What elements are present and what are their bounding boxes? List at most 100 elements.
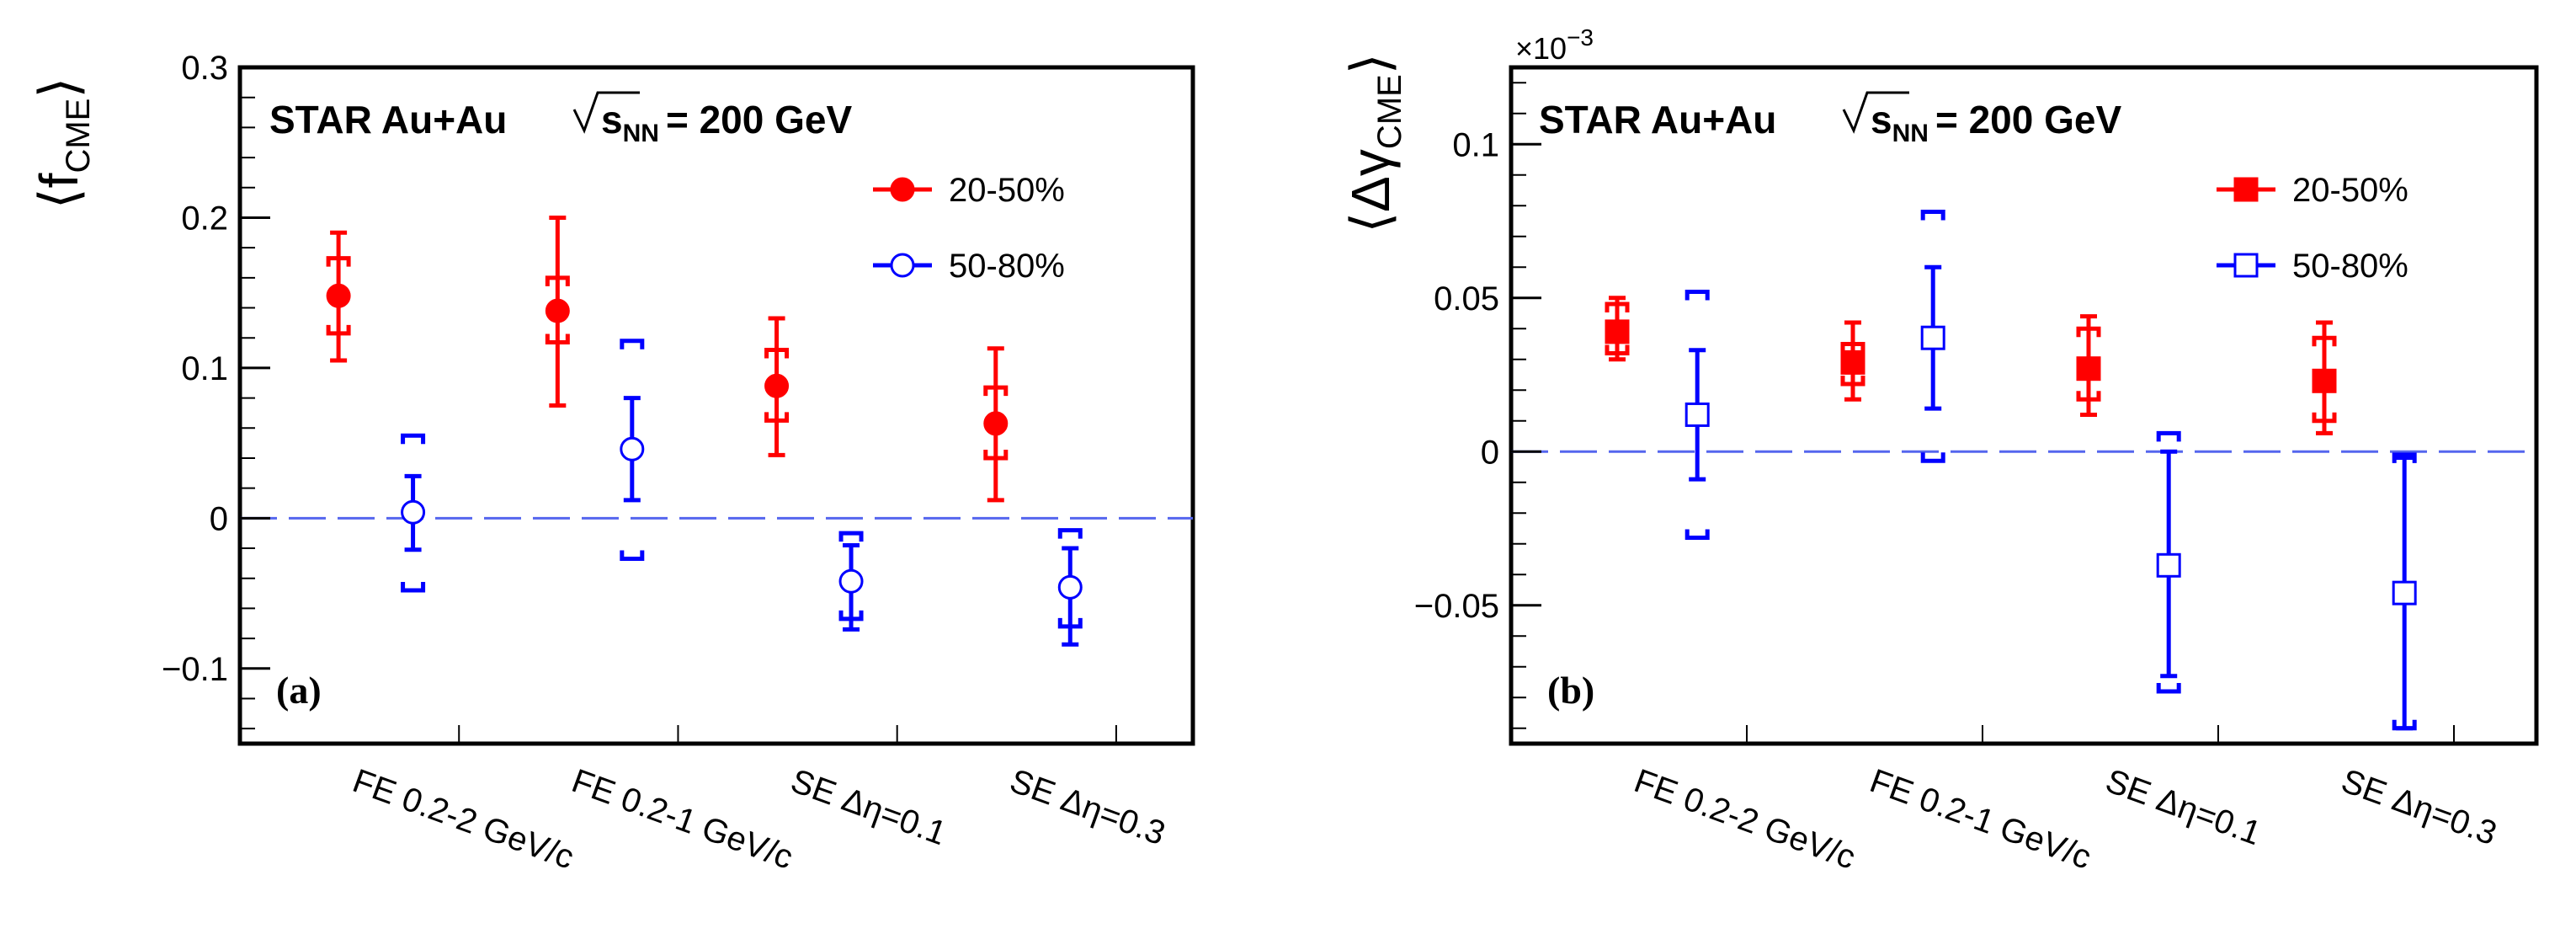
panel-label-a: (a) [276, 669, 322, 712]
plot-frame [1509, 65, 2539, 746]
data-point [1057, 574, 1083, 600]
energy-b: = 200 GeV [1935, 98, 2122, 141]
sqrt-s-a: s [601, 98, 623, 141]
sys-error-bracket [2076, 391, 2101, 402]
x-category-label: FE 0.2-1 GeV/c [1865, 762, 2096, 877]
panel-a: ⟨fCME⟩ STAR Au+Au sNN = 200 GeV (a) 20-50… [29, 50, 1195, 877]
sys-error-bracket [983, 449, 1009, 461]
sys-error-bracket [1840, 375, 1865, 387]
sys-error-bracket [620, 550, 645, 562]
y-label-main: Δγ [1340, 149, 1401, 212]
plot-frame [237, 65, 1195, 746]
sqrt-sub-a: NN [623, 120, 659, 147]
panel-title-b: STAR Au+Au sNN = 200 GeV [1539, 91, 2121, 147]
svg-text:⟨ΔγCME⟩: ⟨ΔγCME⟩ [1340, 53, 1408, 233]
legend-label: 20-50% [2292, 172, 2408, 209]
sys-error-bracket [545, 275, 570, 286]
sys-error-bracket [326, 256, 351, 267]
sys-error-bracket [1057, 617, 1083, 629]
data-point [1840, 349, 1865, 375]
sys-error-bracket [764, 347, 790, 359]
legend-marker [890, 253, 915, 278]
y-scale-exponent: −3 [1567, 24, 1594, 51]
x-category-label: SE Δη=0.1 [786, 762, 951, 852]
data-point [2076, 356, 2101, 381]
sys-error-bracket [2156, 682, 2181, 694]
panel-label-b: (b) [1547, 669, 1594, 712]
y-tick-label: −0.05 [1414, 588, 1499, 625]
sys-error-bracket [2156, 430, 2181, 442]
sqrt-sub-b: NN [1892, 120, 1929, 147]
sys-error-bracket [1840, 342, 1865, 353]
legend-marker [2233, 253, 2259, 278]
title-text-a: STAR Au+Au [269, 98, 507, 141]
y-tick-label: 0 [1481, 434, 1499, 471]
sqrt-symbol-b [1842, 91, 1909, 134]
sys-error-bracket [1920, 210, 1945, 221]
y-label-angle-left: ⟨ [29, 188, 89, 209]
sys-error-bracket [2076, 326, 2101, 338]
y-label-main: f [29, 173, 89, 188]
data-point [620, 436, 645, 461]
sys-error-bracket [1605, 344, 1630, 355]
panel-b: ⟨ΔγCME⟩ ×10−3 STAR Au+Au sNN = 200 GeV (b… [1340, 24, 2539, 877]
data-point [2156, 552, 2181, 578]
sys-error-bracket [1685, 529, 1710, 540]
sys-error-bracket [401, 433, 426, 445]
legend-marker [2233, 177, 2259, 202]
y-tick-label: 0.2 [181, 200, 228, 237]
x-category-label: FE 0.2-1 GeV/c [567, 762, 797, 877]
y-label-sub: CME [60, 99, 97, 173]
sys-error-bracket [1057, 528, 1083, 539]
sys-error-bracket [620, 339, 645, 349]
y-axis-label-a: ⟨fCME⟩ [29, 77, 97, 210]
y-tick-label: 0.1 [181, 350, 228, 387]
data-point [401, 499, 426, 525]
sys-error-bracket [983, 385, 1009, 397]
legend-label: 50-80% [2292, 248, 2408, 285]
y-label-angle-right: ⟩ [29, 77, 89, 99]
x-category-label: SE Δη=0.1 [2101, 762, 2266, 852]
sqrt-s-b: s [1871, 98, 1892, 141]
data-point [1920, 325, 1945, 350]
panel-title-a: STAR Au+Au sNN = 200 GeV [269, 91, 853, 147]
sys-error-bracket [764, 412, 790, 423]
data-point [2312, 368, 2337, 393]
sys-error-bracket [326, 324, 351, 336]
x-category-label: FE 0.2-2 GeV/c [348, 762, 578, 877]
legend-a: 20-50% 50-80% [873, 172, 1065, 285]
data-point [764, 373, 790, 398]
sys-error-bracket [838, 610, 864, 622]
y-label-angle-right: ⟩ [1340, 53, 1401, 74]
data-point [1605, 319, 1630, 344]
svg-text:⟨fCME⟩: ⟨fCME⟩ [29, 77, 97, 210]
sys-error-bracket [1920, 452, 1945, 463]
energy-a: = 200 GeV [666, 98, 853, 141]
legend-marker [890, 177, 915, 202]
y-axis-label-b: ⟨ΔγCME⟩ [1340, 53, 1408, 233]
sqrt-symbol-a [572, 91, 640, 134]
y-label-sub: CME [1371, 74, 1408, 149]
y-scale-note-b: ×10−3 [1515, 24, 1594, 66]
legend-label: 20-50% [949, 172, 1065, 209]
sys-error-bracket [2312, 335, 2337, 347]
y-label-angle-left: ⟨ [1340, 212, 1401, 233]
y-tick-label: 0.3 [181, 50, 228, 87]
legend-b: 20-50% 50-80% [2217, 172, 2408, 285]
y-tick-label: 0.1 [1452, 126, 1499, 163]
legend-label: 50-80% [949, 248, 1065, 285]
x-category-label: FE 0.2-2 GeV/c [1630, 762, 1860, 877]
sys-error-bracket [1685, 289, 1710, 301]
title-text-b: STAR Au+Au [1539, 98, 1776, 141]
y-tick-label: 0.05 [1434, 280, 1499, 317]
data-point [326, 283, 351, 308]
data-point [983, 411, 1009, 436]
sys-error-bracket [401, 581, 426, 593]
sys-error-bracket [2392, 719, 2417, 731]
sys-error-bracket [2312, 412, 2337, 424]
svg-text:sNN= 200 GeV: sNN = 200 GeV [1871, 98, 2121, 147]
data-point [838, 568, 864, 594]
data-point [2392, 580, 2417, 606]
